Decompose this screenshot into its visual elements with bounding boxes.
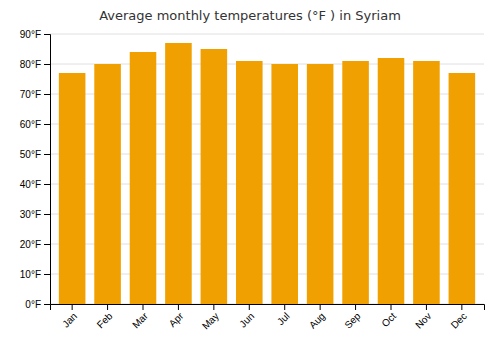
tick: Jul	[275, 304, 292, 327]
tick: 40°F	[20, 179, 50, 190]
tick: Oct	[379, 304, 398, 329]
tick-mark	[143, 304, 144, 310]
tick: 20°F	[20, 239, 50, 250]
tick-mark	[44, 154, 50, 155]
tick-label: Nov	[413, 310, 433, 330]
tick-label: Apr	[167, 310, 186, 329]
tick-mark	[178, 304, 179, 310]
grid-line	[50, 34, 484, 35]
bar	[413, 61, 440, 304]
tick: Mar	[130, 304, 150, 330]
bar	[236, 61, 263, 304]
bar	[307, 64, 334, 304]
y-axis: 0°F 10°F 20°F 30°F 40°F 50°F 60°F 70°F 80°F 90°F	[20, 29, 51, 310]
tick-mark	[44, 94, 50, 95]
tick: Sep	[342, 304, 363, 331]
tick-mark	[44, 184, 50, 185]
tick: May	[200, 304, 221, 332]
bar	[165, 43, 192, 304]
tick-mark	[461, 304, 462, 310]
bar	[271, 64, 298, 304]
bar	[201, 49, 228, 304]
tick-mark	[44, 34, 50, 35]
axis-line	[51, 305, 485, 311]
tick-label: Aug	[307, 310, 327, 330]
tick: Nov	[413, 304, 433, 331]
tick: 70°F	[20, 89, 50, 100]
tick-mark	[284, 304, 285, 310]
tick: 80°F	[20, 59, 50, 70]
tick-mark	[107, 304, 108, 310]
tick: Jun	[237, 304, 256, 330]
tick-label: 0°F	[25, 299, 41, 310]
tick-label: Jul	[275, 310, 292, 327]
tick: 90°F	[20, 29, 50, 40]
tick-mark	[44, 274, 50, 275]
axis-line	[44, 35, 51, 305]
tick-label: Mar	[130, 310, 150, 330]
tick: Feb	[95, 304, 115, 330]
bar	[378, 58, 405, 304]
tick: Jan	[60, 304, 79, 330]
tick-mark	[213, 304, 214, 310]
tick-label: 80°F	[20, 59, 41, 70]
bar	[342, 61, 369, 304]
tick-mark	[391, 304, 392, 310]
tick: 30°F	[20, 209, 50, 220]
tick-mark	[355, 304, 356, 310]
tick-mark	[44, 304, 50, 305]
tick-mark	[44, 64, 50, 65]
bar	[449, 73, 476, 304]
tick-mark	[426, 304, 427, 310]
tick: 50°F	[20, 149, 50, 160]
tick-label: Sep	[342, 310, 363, 331]
grid	[50, 34, 484, 304]
tick-mark	[249, 304, 250, 310]
tick-label: 20°F	[20, 239, 41, 250]
tick: Dec	[449, 304, 469, 331]
tick-label: 60°F	[20, 119, 41, 130]
tick-label: Jun	[237, 310, 256, 329]
tick-label: 30°F	[20, 209, 41, 220]
plot: 0°F 10°F 20°F 30°F 40°F 50°F 60°F 70°F 80°F 90°F J…	[20, 29, 485, 332]
tick: 10°F	[20, 269, 50, 280]
tick-label: 40°F	[20, 179, 41, 190]
tick: Apr	[167, 304, 186, 329]
bars	[59, 43, 475, 304]
bar	[130, 52, 157, 304]
tick-label: 90°F	[20, 29, 41, 40]
tick-label: Dec	[449, 310, 469, 330]
tick-mark	[44, 214, 50, 215]
tick-label: May	[200, 310, 221, 331]
chart: 0°F 10°F 20°F 30°F 40°F 50°F 60°F 70°F 80°F 90°F J…	[0, 0, 500, 350]
tick-label: Feb	[95, 310, 115, 330]
tick: Aug	[307, 304, 327, 331]
bar	[94, 64, 121, 304]
tick: 0°F	[25, 299, 50, 310]
tick-mark	[72, 304, 73, 310]
tick-label: Oct	[379, 310, 398, 329]
tick-label: 10°F	[20, 269, 41, 280]
tick-label: Jan	[60, 310, 79, 329]
tick-mark	[320, 304, 321, 310]
bar	[59, 73, 86, 304]
tick: 60°F	[20, 119, 50, 130]
title: Average monthly temperatures (°F ) in Sy…	[99, 8, 401, 23]
tick-label: 70°F	[20, 89, 41, 100]
tick-label: 50°F	[20, 149, 41, 160]
x-axis: Jan Feb Mar Apr May Jun Jul Aug Sep Oct Nov Dec	[51, 304, 485, 332]
tick-mark	[44, 124, 50, 125]
tick-mark	[44, 244, 50, 245]
